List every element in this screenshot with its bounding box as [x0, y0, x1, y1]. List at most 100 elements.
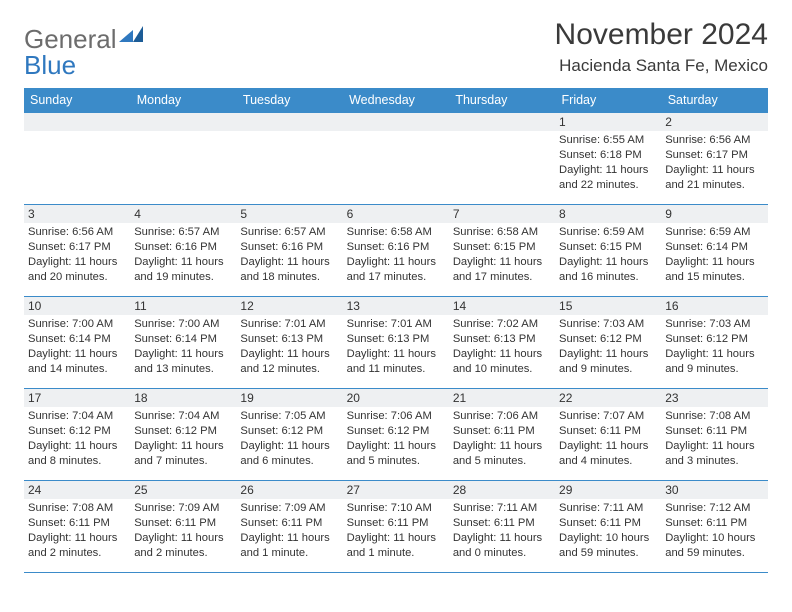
calendar-cell: 6Sunrise: 6:58 AMSunset: 6:16 PMDaylight…: [343, 205, 449, 297]
day-number: 11: [130, 297, 236, 315]
daylight-text: Daylight: 11 hours and 1 minute.: [240, 531, 338, 561]
sunset-text: Sunset: 6:11 PM: [665, 516, 763, 531]
day-details: Sunrise: 7:03 AMSunset: 6:12 PMDaylight:…: [661, 315, 767, 377]
weekday-header: Friday: [555, 88, 661, 113]
sunset-text: Sunset: 6:18 PM: [559, 148, 657, 163]
day-details: Sunrise: 7:11 AMSunset: 6:11 PMDaylight:…: [449, 499, 555, 561]
sunrise-text: Sunrise: 7:04 AM: [28, 409, 126, 424]
calendar-cell: 9Sunrise: 6:59 AMSunset: 6:14 PMDaylight…: [661, 205, 767, 297]
day-details: Sunrise: 7:10 AMSunset: 6:11 PMDaylight:…: [343, 499, 449, 561]
sunrise-text: Sunrise: 7:07 AM: [559, 409, 657, 424]
sunset-text: Sunset: 6:17 PM: [665, 148, 763, 163]
title-block: November 2024 Hacienda Santa Fe, Mexico: [555, 18, 768, 76]
day-number: 15: [555, 297, 661, 315]
day-number: 27: [343, 481, 449, 499]
daylight-text: Daylight: 11 hours and 5 minutes.: [453, 439, 551, 469]
day-number: 13: [343, 297, 449, 315]
sunrise-text: Sunrise: 7:02 AM: [453, 317, 551, 332]
sunrise-text: Sunrise: 7:04 AM: [134, 409, 232, 424]
daylight-text: Daylight: 11 hours and 2 minutes.: [134, 531, 232, 561]
sunset-text: Sunset: 6:11 PM: [28, 516, 126, 531]
location: Hacienda Santa Fe, Mexico: [555, 56, 768, 76]
day-number: [236, 113, 342, 131]
sunset-text: Sunset: 6:17 PM: [28, 240, 126, 255]
page-title: November 2024: [555, 18, 768, 52]
day-number: 20: [343, 389, 449, 407]
sunset-text: Sunset: 6:12 PM: [134, 424, 232, 439]
calendar-cell: 28Sunrise: 7:11 AMSunset: 6:11 PMDayligh…: [449, 481, 555, 573]
sunrise-text: Sunrise: 6:55 AM: [559, 133, 657, 148]
daylight-text: Daylight: 11 hours and 18 minutes.: [240, 255, 338, 285]
day-number: 14: [449, 297, 555, 315]
day-details: Sunrise: 7:08 AMSunset: 6:11 PMDaylight:…: [24, 499, 130, 561]
sunset-text: Sunset: 6:11 PM: [134, 516, 232, 531]
daylight-text: Daylight: 11 hours and 13 minutes.: [134, 347, 232, 377]
calendar-cell: 11Sunrise: 7:00 AMSunset: 6:14 PMDayligh…: [130, 297, 236, 389]
sunrise-text: Sunrise: 7:09 AM: [240, 501, 338, 516]
calendar-table: Sunday Monday Tuesday Wednesday Thursday…: [24, 88, 768, 573]
daylight-text: Daylight: 11 hours and 9 minutes.: [559, 347, 657, 377]
calendar-cell: 17Sunrise: 7:04 AMSunset: 6:12 PMDayligh…: [24, 389, 130, 481]
sunrise-text: Sunrise: 7:05 AM: [240, 409, 338, 424]
sunrise-text: Sunrise: 6:56 AM: [28, 225, 126, 240]
day-details: Sunrise: 7:06 AMSunset: 6:12 PMDaylight:…: [343, 407, 449, 469]
calendar-cell: [24, 113, 130, 205]
day-details: Sunrise: 6:58 AMSunset: 6:15 PMDaylight:…: [449, 223, 555, 285]
day-number: 24: [24, 481, 130, 499]
day-number: 25: [130, 481, 236, 499]
sunset-text: Sunset: 6:13 PM: [240, 332, 338, 347]
daylight-text: Daylight: 11 hours and 10 minutes.: [453, 347, 551, 377]
daylight-text: Daylight: 11 hours and 14 minutes.: [28, 347, 126, 377]
day-number: 12: [236, 297, 342, 315]
daylight-text: Daylight: 11 hours and 4 minutes.: [559, 439, 657, 469]
day-details: Sunrise: 7:09 AMSunset: 6:11 PMDaylight:…: [130, 499, 236, 561]
sunset-text: Sunset: 6:11 PM: [347, 516, 445, 531]
calendar-page: General Blue November 2024 Hacienda Sant…: [0, 0, 792, 573]
day-number: 30: [661, 481, 767, 499]
calendar-cell: 10Sunrise: 7:00 AMSunset: 6:14 PMDayligh…: [24, 297, 130, 389]
sunrise-text: Sunrise: 6:58 AM: [453, 225, 551, 240]
daylight-text: Daylight: 10 hours and 59 minutes.: [665, 531, 763, 561]
daylight-text: Daylight: 11 hours and 3 minutes.: [665, 439, 763, 469]
sunset-text: Sunset: 6:11 PM: [453, 516, 551, 531]
weekday-header: Sunday: [24, 88, 130, 113]
day-details: Sunrise: 7:04 AMSunset: 6:12 PMDaylight:…: [130, 407, 236, 469]
day-details: Sunrise: 7:01 AMSunset: 6:13 PMDaylight:…: [236, 315, 342, 377]
day-details: Sunrise: 7:00 AMSunset: 6:14 PMDaylight:…: [130, 315, 236, 377]
calendar-cell: 24Sunrise: 7:08 AMSunset: 6:11 PMDayligh…: [24, 481, 130, 573]
day-details: Sunrise: 7:08 AMSunset: 6:11 PMDaylight:…: [661, 407, 767, 469]
sunrise-text: Sunrise: 7:11 AM: [559, 501, 657, 516]
calendar-cell: 27Sunrise: 7:10 AMSunset: 6:11 PMDayligh…: [343, 481, 449, 573]
day-details: Sunrise: 6:56 AMSunset: 6:17 PMDaylight:…: [661, 131, 767, 193]
weekday-header: Monday: [130, 88, 236, 113]
sunset-text: Sunset: 6:14 PM: [665, 240, 763, 255]
day-details: Sunrise: 6:59 AMSunset: 6:14 PMDaylight:…: [661, 223, 767, 285]
day-details: Sunrise: 7:07 AMSunset: 6:11 PMDaylight:…: [555, 407, 661, 469]
daylight-text: Daylight: 11 hours and 17 minutes.: [453, 255, 551, 285]
calendar-body: 1Sunrise: 6:55 AMSunset: 6:18 PMDaylight…: [24, 113, 768, 573]
sunrise-text: Sunrise: 7:00 AM: [134, 317, 232, 332]
calendar-cell: 16Sunrise: 7:03 AMSunset: 6:12 PMDayligh…: [661, 297, 767, 389]
sunset-text: Sunset: 6:16 PM: [134, 240, 232, 255]
day-number: [24, 113, 130, 131]
sunset-text: Sunset: 6:11 PM: [559, 516, 657, 531]
sunset-text: Sunset: 6:15 PM: [559, 240, 657, 255]
daylight-text: Daylight: 11 hours and 7 minutes.: [134, 439, 232, 469]
calendar-week-row: 17Sunrise: 7:04 AMSunset: 6:12 PMDayligh…: [24, 389, 768, 481]
day-details: Sunrise: 6:57 AMSunset: 6:16 PMDaylight:…: [236, 223, 342, 285]
sunrise-text: Sunrise: 7:11 AM: [453, 501, 551, 516]
day-number: 29: [555, 481, 661, 499]
day-details: Sunrise: 7:12 AMSunset: 6:11 PMDaylight:…: [661, 499, 767, 561]
calendar-cell: 15Sunrise: 7:03 AMSunset: 6:12 PMDayligh…: [555, 297, 661, 389]
daylight-text: Daylight: 11 hours and 16 minutes.: [559, 255, 657, 285]
sunrise-text: Sunrise: 7:01 AM: [240, 317, 338, 332]
logo-text: General Blue: [24, 24, 147, 78]
calendar-cell: 1Sunrise: 6:55 AMSunset: 6:18 PMDaylight…: [555, 113, 661, 205]
logo-word2: Blue: [24, 50, 76, 80]
logo: General Blue: [24, 24, 147, 78]
daylight-text: Daylight: 11 hours and 15 minutes.: [665, 255, 763, 285]
sunrise-text: Sunrise: 6:58 AM: [347, 225, 445, 240]
weekday-header: Wednesday: [343, 88, 449, 113]
calendar-cell: [236, 113, 342, 205]
sunset-text: Sunset: 6:16 PM: [240, 240, 338, 255]
